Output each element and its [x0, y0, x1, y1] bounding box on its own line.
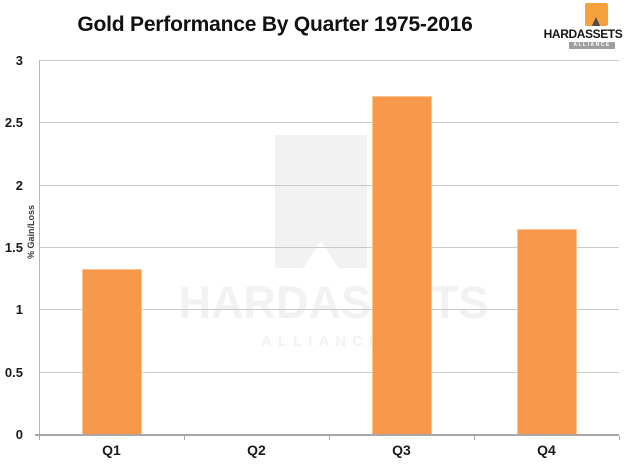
y-tick-label: 1 [15, 302, 23, 318]
bar-q4 [516, 229, 577, 435]
gridline [39, 60, 619, 61]
y-tick-label: 3 [15, 53, 23, 68]
logo-brand-text: HARDASSETS [543, 27, 623, 41]
plot-area [39, 60, 619, 435]
x-axis-tick [39, 436, 40, 440]
x-tick-label-q1: Q1 [102, 442, 121, 458]
gold-vault-icon [584, 3, 608, 26]
gridline [39, 184, 619, 186]
x-axis-line [35, 434, 619, 436]
gridline [39, 371, 619, 373]
watermark-vault-icon [275, 135, 367, 268]
watermark-alliance-text: ALLIANCE [261, 333, 385, 350]
y-axis-title: % Gain/Loss [26, 204, 36, 260]
hard-assets-alliance-logo: HARDASSETS ALLIANCE [543, 3, 623, 49]
y-tick-label: 2 [15, 177, 23, 193]
gridline [39, 309, 619, 311]
x-axis-tick-labels: Q1 Q2 Q3 Q4 [39, 442, 619, 462]
y-axis-line [39, 61, 40, 435]
x-axis-tick [184, 436, 185, 440]
x-tick-label-q2: Q2 [247, 442, 266, 458]
chart-title: Gold Performance By Quarter 1975-2016 [77, 13, 473, 36]
x-axis-ticks [39, 436, 620, 441]
gridline [39, 247, 619, 248]
logo-alliance-badge: ALLIANCE [569, 42, 615, 49]
x-axis-tick [329, 436, 330, 440]
gridline [39, 122, 619, 124]
watermark-brand-text: HARDASSETS [178, 277, 489, 328]
y-tick-label: 0 [15, 427, 23, 442]
y-tick-label: 0.5 [4, 364, 23, 380]
x-axis-tick [474, 436, 475, 440]
x-tick-label-q4: Q4 [537, 442, 556, 458]
y-tick-label: 2.5 [4, 115, 23, 131]
y-tick-label: 1.5 [4, 240, 23, 255]
x-tick-label-q3: Q3 [392, 442, 411, 458]
y-axis-tick-labels: 0 0.5 1 1.5 2 2.5 3 [0, 53, 30, 442]
bar-q1 [81, 269, 142, 435]
x-axis-tick [619, 436, 620, 440]
bar-q3 [371, 95, 432, 435]
